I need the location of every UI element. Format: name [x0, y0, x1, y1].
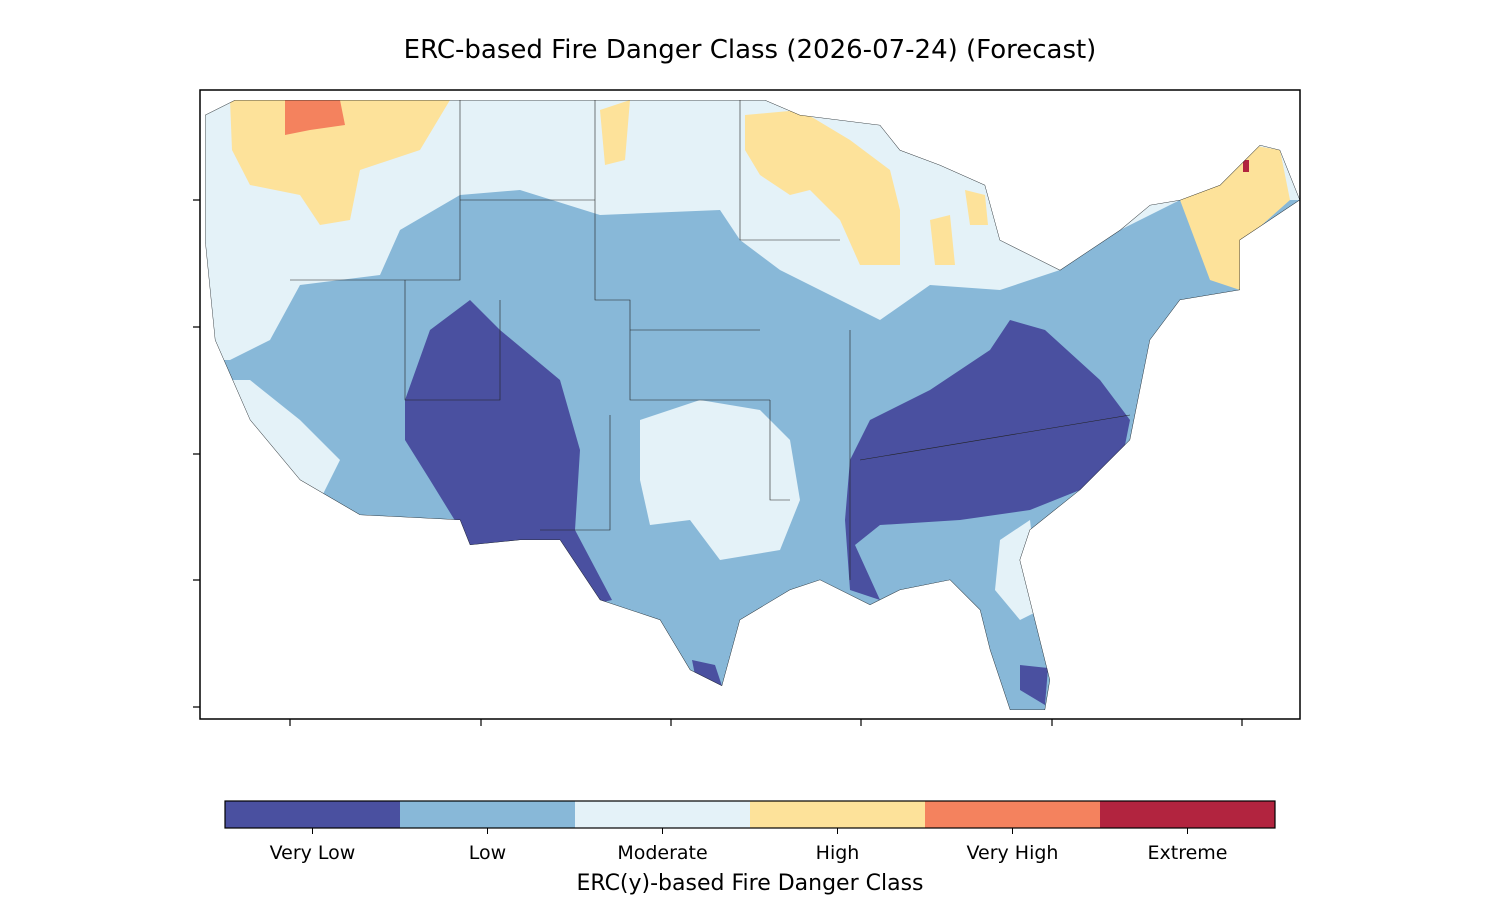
region-moderate	[640, 400, 800, 560]
colorbar-title: ERC(y)-based Fire Danger Class	[576, 871, 923, 896]
colorbar-swatch	[1100, 801, 1276, 828]
colorbar-label: Very Low	[270, 842, 356, 864]
colorbar-frame	[224, 800, 1276, 829]
map-title: ERC-based Fire Danger Class (2026-07-24)…	[404, 35, 1097, 65]
region-high	[965, 190, 988, 225]
colorbar-swatch	[400, 801, 576, 828]
region-extreme	[1243, 160, 1249, 172]
region-very-low	[1020, 665, 1048, 705]
coastline	[205, 100, 1300, 710]
colorbar-swatch	[575, 801, 751, 828]
region-high	[745, 110, 900, 265]
map	[205, 100, 1300, 710]
region-very-low	[845, 320, 1130, 600]
map-frame	[199, 89, 1301, 720]
colorbar-label: Very High	[967, 842, 1059, 864]
region-very-high	[285, 100, 345, 135]
axis-ticks	[193, 199, 1243, 726]
colorbar-label: Low	[469, 842, 506, 864]
colorbar-label: High	[816, 842, 860, 864]
region-high	[930, 215, 955, 265]
state-lines	[290, 100, 1131, 580]
colorbar-label: Moderate	[617, 842, 707, 864]
colorbar-swatch	[225, 801, 401, 828]
region-high	[600, 100, 630, 165]
colorbar-swatch	[750, 801, 926, 828]
region-very-low	[405, 300, 612, 605]
colorbar-swatch	[925, 801, 1101, 828]
colorbar: Very Low Low Moderate High Very High Extreme	[225, 801, 1276, 864]
colorbar-label: Extreme	[1148, 842, 1228, 864]
region-very-low	[692, 660, 722, 686]
